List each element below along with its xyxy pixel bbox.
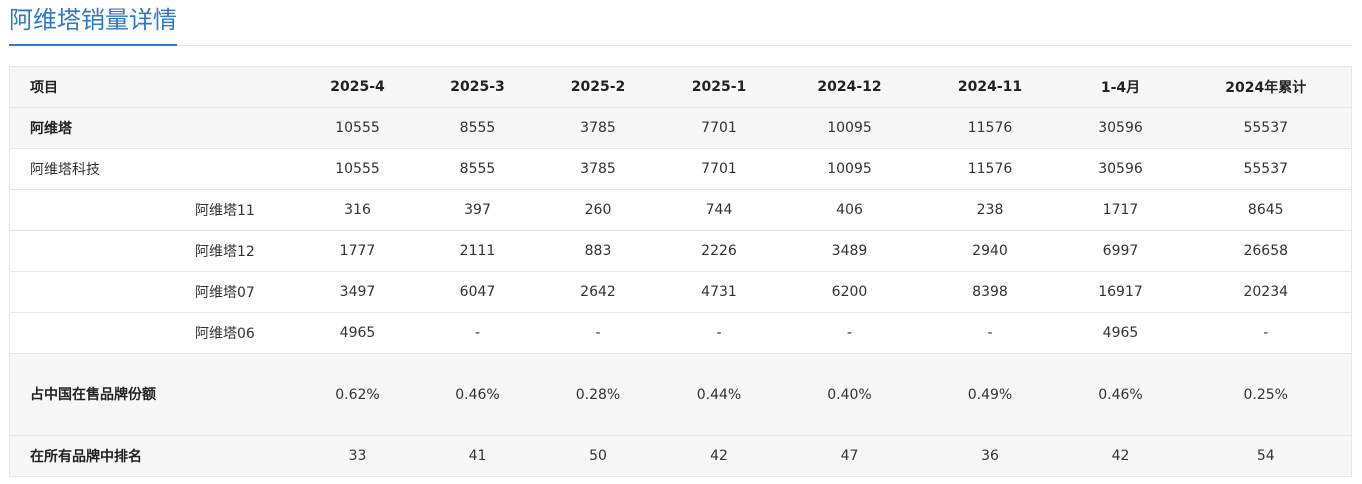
row-label-cell: 占中国在售品牌份额 bbox=[9, 353, 298, 436]
table-cell: 10095 bbox=[779, 107, 920, 149]
table-cell: 4965 bbox=[297, 312, 418, 354]
table-cell: 6997 bbox=[1060, 230, 1181, 272]
table-cell: 20234 bbox=[1180, 271, 1352, 313]
table-cell: 7701 bbox=[658, 107, 780, 149]
table-cell: 7701 bbox=[658, 148, 780, 190]
table-cell: 6200 bbox=[779, 271, 920, 313]
table-cell: 2226 bbox=[658, 230, 780, 272]
table-row-manufacturer: 阿维塔科技 10555 8555 3785 7701 10095 11576 3… bbox=[9, 148, 1352, 190]
table-cell: 36 bbox=[919, 435, 1061, 477]
table-cell: - bbox=[779, 312, 920, 354]
table-cell: 42 bbox=[1060, 435, 1181, 477]
table-cell: 1717 bbox=[1060, 189, 1181, 231]
row-label: 阿维塔06 bbox=[9, 312, 298, 354]
column-header: 2024-12 bbox=[779, 66, 920, 108]
table-row-model: 阿维塔12 1777 2111 883 2226 3489 2940 6997 … bbox=[9, 230, 1352, 272]
table-row-market-share: 占中国在售品牌份额 0.62% 0.46% 0.28% 0.44% 0.40% … bbox=[9, 353, 1352, 436]
table-cell: 238 bbox=[919, 189, 1061, 231]
table-cell: 16917 bbox=[1060, 271, 1181, 313]
table-cell: 0.40% bbox=[779, 353, 920, 436]
table-cell: - bbox=[537, 312, 659, 354]
row-label: 阿维塔11 bbox=[9, 189, 298, 231]
table-header-row: 项目 2025-4 2025-3 2025-2 2025-1 2024-12 2… bbox=[9, 66, 1352, 108]
table-cell: 0.49% bbox=[919, 353, 1061, 436]
row-label: 阿维塔07 bbox=[9, 271, 298, 313]
table-cell: 4965 bbox=[1060, 312, 1181, 354]
table-row-model: 阿维塔11 316 397 260 744 406 238 1717 8645 bbox=[9, 189, 1352, 231]
table-cell: 3785 bbox=[537, 148, 659, 190]
row-label: 占中国在售品牌份额 bbox=[30, 386, 156, 403]
column-header: 2025-1 bbox=[658, 66, 780, 108]
table-cell: 8555 bbox=[417, 107, 538, 149]
sales-table: 项目 2025-4 2025-3 2025-2 2025-1 2024-12 2… bbox=[9, 66, 1352, 477]
table-cell: 0.44% bbox=[658, 353, 780, 436]
table-cell: 3489 bbox=[779, 230, 920, 272]
table-cell: 0.28% bbox=[537, 353, 659, 436]
table-cell: 2940 bbox=[919, 230, 1061, 272]
table-cell: 41 bbox=[417, 435, 538, 477]
table-cell: 3497 bbox=[297, 271, 418, 313]
page-title: 阿维塔销量详情 bbox=[9, 6, 177, 34]
column-header: 2024-11 bbox=[919, 66, 1061, 108]
title-bar: 阿维塔销量详情 bbox=[9, 0, 1351, 46]
table-cell: 260 bbox=[537, 189, 659, 231]
table-cell: 744 bbox=[658, 189, 780, 231]
table-cell: 0.46% bbox=[417, 353, 538, 436]
table-cell: 316 bbox=[297, 189, 418, 231]
table-cell: - bbox=[1180, 312, 1352, 354]
table-cell: 397 bbox=[417, 189, 538, 231]
table-cell: 30596 bbox=[1060, 148, 1181, 190]
table-cell: 10095 bbox=[779, 148, 920, 190]
table-cell: 3785 bbox=[537, 107, 659, 149]
row-label: 在所有品牌中排名 bbox=[9, 435, 298, 477]
table-cell: - bbox=[417, 312, 538, 354]
column-header: 2024年累计 bbox=[1180, 66, 1352, 108]
row-label: 阿维塔12 bbox=[9, 230, 298, 272]
table-cell: 33 bbox=[297, 435, 418, 477]
table-cell: - bbox=[919, 312, 1061, 354]
table-cell: 4731 bbox=[658, 271, 780, 313]
table-cell: 10555 bbox=[297, 148, 418, 190]
table-cell: 54 bbox=[1180, 435, 1352, 477]
table-cell: 0.62% bbox=[297, 353, 418, 436]
table-cell: 406 bbox=[779, 189, 920, 231]
table-cell: 50 bbox=[537, 435, 659, 477]
table-cell: 0.46% bbox=[1060, 353, 1181, 436]
column-header: 2025-4 bbox=[297, 66, 418, 108]
column-header: 1-4月 bbox=[1060, 66, 1181, 108]
table-cell: 11576 bbox=[919, 107, 1061, 149]
row-label: 阿维塔 bbox=[9, 107, 298, 149]
table-cell: 2642 bbox=[537, 271, 659, 313]
title-underline bbox=[9, 44, 177, 46]
table-row-brand-total: 阿维塔 10555 8555 3785 7701 10095 11576 305… bbox=[9, 107, 1352, 149]
table-cell: 883 bbox=[537, 230, 659, 272]
table-cell: 10555 bbox=[297, 107, 418, 149]
table-cell: 1777 bbox=[297, 230, 418, 272]
table-cell: - bbox=[658, 312, 780, 354]
table-row-model: 阿维塔07 3497 6047 2642 4731 6200 8398 1691… bbox=[9, 271, 1352, 313]
table-cell: 6047 bbox=[417, 271, 538, 313]
table-cell: 2111 bbox=[417, 230, 538, 272]
table-cell: 42 bbox=[658, 435, 780, 477]
table-cell: 47 bbox=[779, 435, 920, 477]
column-header: 2025-2 bbox=[537, 66, 659, 108]
table-cell: 55537 bbox=[1180, 107, 1352, 149]
table-cell: 0.25% bbox=[1180, 353, 1352, 436]
column-header: 2025-3 bbox=[417, 66, 538, 108]
table-cell: 8645 bbox=[1180, 189, 1352, 231]
row-label: 阿维塔科技 bbox=[9, 148, 298, 190]
table-cell: 26658 bbox=[1180, 230, 1352, 272]
table-cell: 11576 bbox=[919, 148, 1061, 190]
table-cell: 55537 bbox=[1180, 148, 1352, 190]
table-cell: 30596 bbox=[1060, 107, 1181, 149]
table-row-ranking: 在所有品牌中排名 33 41 50 42 47 36 42 54 bbox=[9, 435, 1352, 477]
table-cell: 8555 bbox=[417, 148, 538, 190]
column-header: 项目 bbox=[9, 66, 298, 108]
table-row-model: 阿维塔06 4965 - - - - - 4965 - bbox=[9, 312, 1352, 354]
table-cell: 8398 bbox=[919, 271, 1061, 313]
